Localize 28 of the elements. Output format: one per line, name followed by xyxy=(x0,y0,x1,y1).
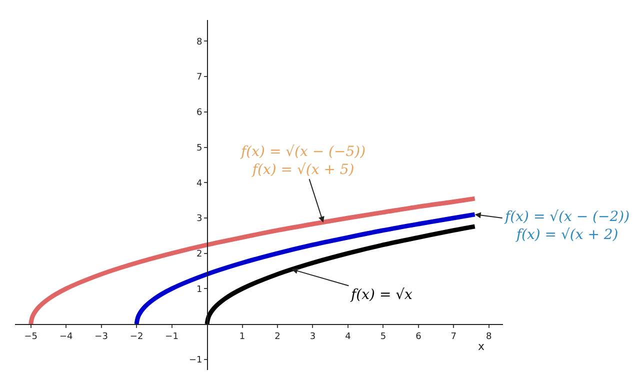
x-tick-label: 4 xyxy=(345,332,352,342)
line-series xyxy=(204,224,478,326)
y-tick-label: 6 xyxy=(196,108,202,118)
x-tick-label: 2 xyxy=(274,332,280,342)
x-tick-label: 6 xyxy=(416,332,422,342)
x-tick-label: 8 xyxy=(486,332,492,342)
x-tick-label: −5 xyxy=(24,332,38,342)
x-tick-label: −4 xyxy=(59,332,73,342)
x-tick-label: −2 xyxy=(130,332,144,342)
x-tick-label: 1 xyxy=(239,332,246,342)
y-tick-label: 5 xyxy=(196,143,202,154)
y-tick-label: −1 xyxy=(188,356,202,366)
x-tick-label: −1 xyxy=(165,332,178,342)
annotation: f(x) = √x xyxy=(350,287,413,303)
y-tick-label: 4 xyxy=(196,178,202,189)
x-tick-label: 7 xyxy=(450,332,457,342)
y-tick-label: 7 xyxy=(196,72,202,83)
y-tick-label: 3 xyxy=(196,214,202,224)
x-axis-title: x xyxy=(478,340,485,353)
x-tick-label: 5 xyxy=(380,332,386,342)
x-tick-label: −3 xyxy=(94,332,108,342)
x-tick-label: 3 xyxy=(310,332,316,342)
annotation: f(x) = √(x − (−2)) f(x) = √(x + 2) xyxy=(504,209,630,244)
y-tick-label: 8 xyxy=(196,37,202,48)
y-tick-label: 1 xyxy=(196,284,202,295)
y-tick-label: 2 xyxy=(196,249,202,260)
annotation: f(x) = √(x − (−5)) f(x) = √(x + 5) xyxy=(240,144,366,178)
line-series xyxy=(28,196,478,326)
